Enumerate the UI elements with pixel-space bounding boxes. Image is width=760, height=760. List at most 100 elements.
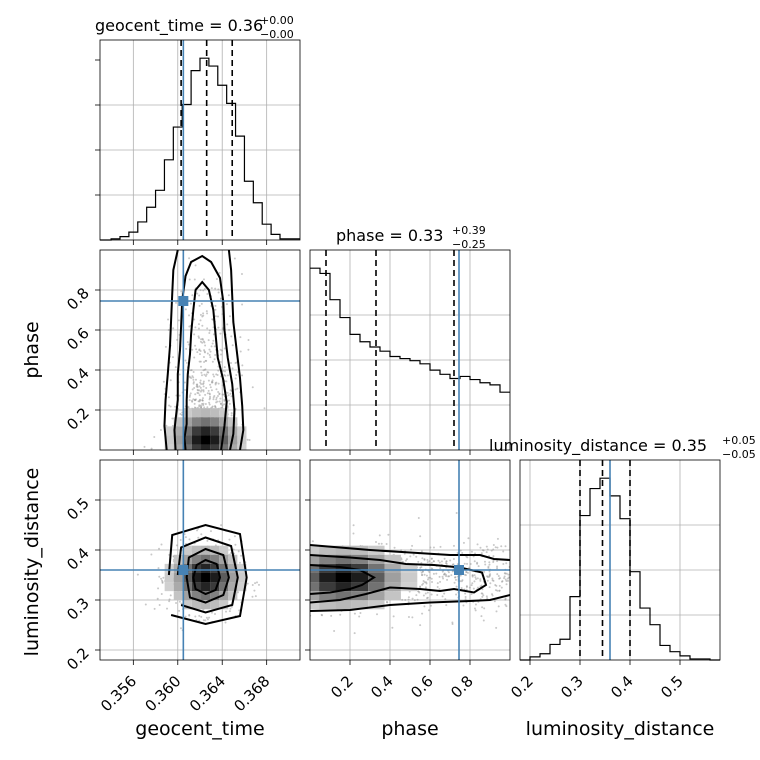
sample-point [498, 584, 501, 587]
sample-point [189, 392, 192, 395]
sample-point [161, 579, 164, 582]
density-block [201, 591, 211, 601]
sample-point [186, 341, 189, 344]
density-block [270, 582, 286, 591]
sample-point [240, 554, 243, 557]
sample-point [401, 560, 404, 563]
density-block [228, 554, 238, 564]
sample-point [198, 394, 201, 397]
density-block [182, 554, 192, 564]
density-block [237, 572, 247, 583]
contour-line [185, 547, 230, 604]
y-tick-label: 0.2 [63, 404, 93, 434]
sample-point [211, 342, 214, 345]
x-tick-label: 0.4 [367, 672, 397, 702]
density-block [210, 591, 220, 601]
sample-point [502, 562, 505, 565]
sample-point [231, 344, 234, 347]
density-block [191, 600, 202, 610]
density-block [201, 563, 211, 573]
sample-point [204, 402, 207, 405]
sample-point [202, 389, 205, 392]
sample-point [476, 562, 479, 565]
density-block [182, 444, 192, 450]
y-tick-label: 0.4 [63, 544, 93, 574]
sample-point [405, 558, 408, 561]
sample-point [491, 577, 494, 580]
sample-point [431, 580, 434, 583]
sample-point [204, 619, 207, 622]
sample-point [206, 293, 209, 296]
sample-point [246, 582, 249, 585]
density-block [210, 463, 219, 472]
sample-point [199, 406, 202, 409]
density-block [219, 572, 229, 583]
sample-point [143, 445, 146, 448]
sample-point [377, 542, 380, 545]
sample-point [463, 573, 466, 576]
sample-point [227, 294, 230, 297]
x-tick-label: 0.2 [507, 672, 537, 702]
sample-point [193, 333, 196, 336]
phase-vs-luminosity-distance-panel: 0.2 0.4 0.6 0.8 [270, 459, 511, 702]
sample-point [226, 391, 229, 394]
sample-point [479, 546, 482, 549]
sample-point [482, 619, 485, 622]
y-axis-label-luminosity-distance: luminosity_distance [21, 468, 43, 657]
sample-point [199, 289, 202, 292]
sample-point [150, 447, 153, 450]
sample-point [189, 369, 192, 372]
sample-point [178, 609, 181, 612]
sample-point [191, 388, 194, 391]
density-block [270, 564, 286, 573]
density-block [368, 572, 385, 583]
sample-point [442, 577, 445, 580]
contour-line [183, 280, 228, 450]
sample-point [204, 359, 207, 362]
sample-point [426, 561, 429, 564]
sample-point [251, 583, 254, 586]
sample-point [432, 560, 435, 563]
sample-point [503, 577, 506, 580]
panel-frame [309, 459, 511, 661]
sample-point [157, 567, 160, 570]
contour-line [192, 558, 222, 596]
sample-point [233, 535, 236, 538]
sample-point [451, 622, 454, 625]
sample-point [464, 592, 467, 595]
sample-point [439, 567, 442, 570]
sample-point [375, 540, 378, 543]
density-block [201, 435, 211, 445]
density-block [164, 426, 174, 436]
sample-point [415, 594, 418, 597]
density-block [219, 563, 229, 573]
density-block [319, 600, 336, 610]
density-block [368, 563, 385, 573]
density-block [173, 435, 183, 445]
sample-point [169, 405, 172, 408]
sample-point [171, 417, 174, 420]
contour-line [310, 564, 376, 595]
sample-point [239, 336, 242, 339]
sample-point [445, 604, 448, 607]
sample-point [504, 545, 507, 548]
density-block [351, 545, 369, 555]
sample-point [435, 572, 438, 575]
sample-point [174, 405, 177, 408]
sample-point [199, 381, 202, 384]
sample-point [251, 386, 254, 389]
sample-point [495, 610, 498, 613]
x-tick-label: 0.368 [230, 672, 273, 715]
sample-point [210, 389, 213, 392]
density-block [384, 563, 401, 573]
sample-point [224, 621, 227, 624]
x-tick-label: 0.3 [557, 672, 587, 702]
sample-point [474, 603, 477, 606]
sample-point [208, 616, 211, 619]
sample-point [237, 550, 240, 553]
density-block [219, 545, 229, 555]
sample-point [487, 566, 490, 569]
density-block [191, 417, 202, 427]
y-tick-label: 0.5 [63, 494, 93, 524]
density-block [201, 545, 211, 555]
